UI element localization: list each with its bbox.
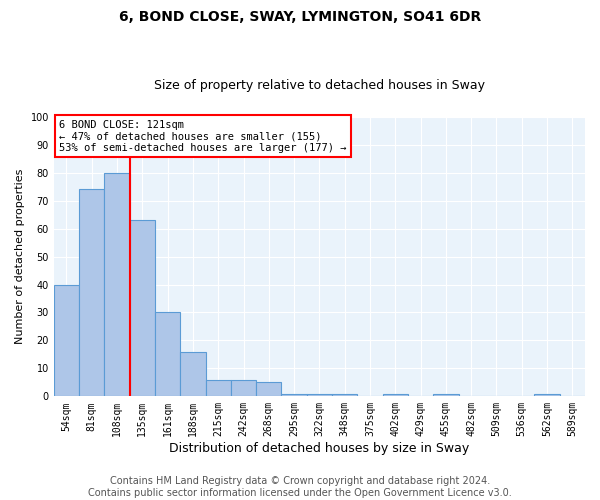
Title: Size of property relative to detached houses in Sway: Size of property relative to detached ho… <box>154 79 485 92</box>
X-axis label: Distribution of detached houses by size in Sway: Distribution of detached houses by size … <box>169 442 470 455</box>
Bar <box>130 220 155 396</box>
Bar <box>54 284 79 397</box>
Bar <box>206 380 231 396</box>
Text: Contains HM Land Registry data © Crown copyright and database right 2024.
Contai: Contains HM Land Registry data © Crown c… <box>88 476 512 498</box>
Bar <box>79 190 104 396</box>
Bar <box>256 382 281 396</box>
Bar <box>231 380 256 396</box>
Y-axis label: Number of detached properties: Number of detached properties <box>15 169 25 344</box>
Bar <box>281 394 307 396</box>
Bar <box>180 352 206 397</box>
Bar <box>104 172 130 396</box>
Text: 6, BOND CLOSE, SWAY, LYMINGTON, SO41 6DR: 6, BOND CLOSE, SWAY, LYMINGTON, SO41 6DR <box>119 10 481 24</box>
Bar <box>433 394 458 396</box>
Bar <box>535 394 560 396</box>
Bar <box>155 312 180 396</box>
Bar <box>307 394 332 396</box>
Text: 6 BOND CLOSE: 121sqm
← 47% of detached houses are smaller (155)
53% of semi-deta: 6 BOND CLOSE: 121sqm ← 47% of detached h… <box>59 120 347 153</box>
Bar <box>332 394 358 396</box>
Bar <box>383 394 408 396</box>
